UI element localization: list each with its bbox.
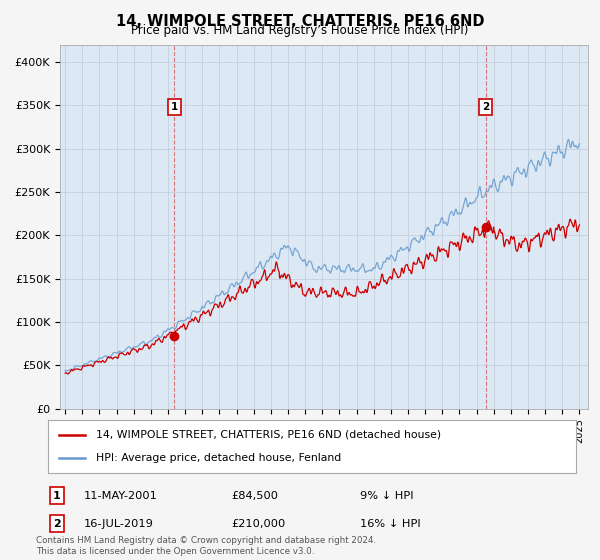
Text: 1: 1 — [171, 102, 178, 111]
Text: 14, WIMPOLE STREET, CHATTERIS, PE16 6ND (detached house): 14, WIMPOLE STREET, CHATTERIS, PE16 6ND … — [95, 430, 440, 440]
Text: 14, WIMPOLE STREET, CHATTERIS, PE16 6ND: 14, WIMPOLE STREET, CHATTERIS, PE16 6ND — [116, 14, 484, 29]
Text: £210,000: £210,000 — [231, 519, 285, 529]
Text: 1: 1 — [53, 491, 61, 501]
Text: 2: 2 — [53, 519, 61, 529]
Text: HPI: Average price, detached house, Fenland: HPI: Average price, detached house, Fenl… — [95, 453, 341, 463]
Text: £84,500: £84,500 — [231, 491, 278, 501]
Text: 16-JUL-2019: 16-JUL-2019 — [84, 519, 154, 529]
Text: Contains HM Land Registry data © Crown copyright and database right 2024.
This d: Contains HM Land Registry data © Crown c… — [36, 536, 376, 556]
Text: 11-MAY-2001: 11-MAY-2001 — [84, 491, 158, 501]
Text: 2: 2 — [482, 102, 490, 111]
Text: 9% ↓ HPI: 9% ↓ HPI — [360, 491, 413, 501]
Text: 16% ↓ HPI: 16% ↓ HPI — [360, 519, 421, 529]
Text: Price paid vs. HM Land Registry’s House Price Index (HPI): Price paid vs. HM Land Registry’s House … — [131, 24, 469, 37]
